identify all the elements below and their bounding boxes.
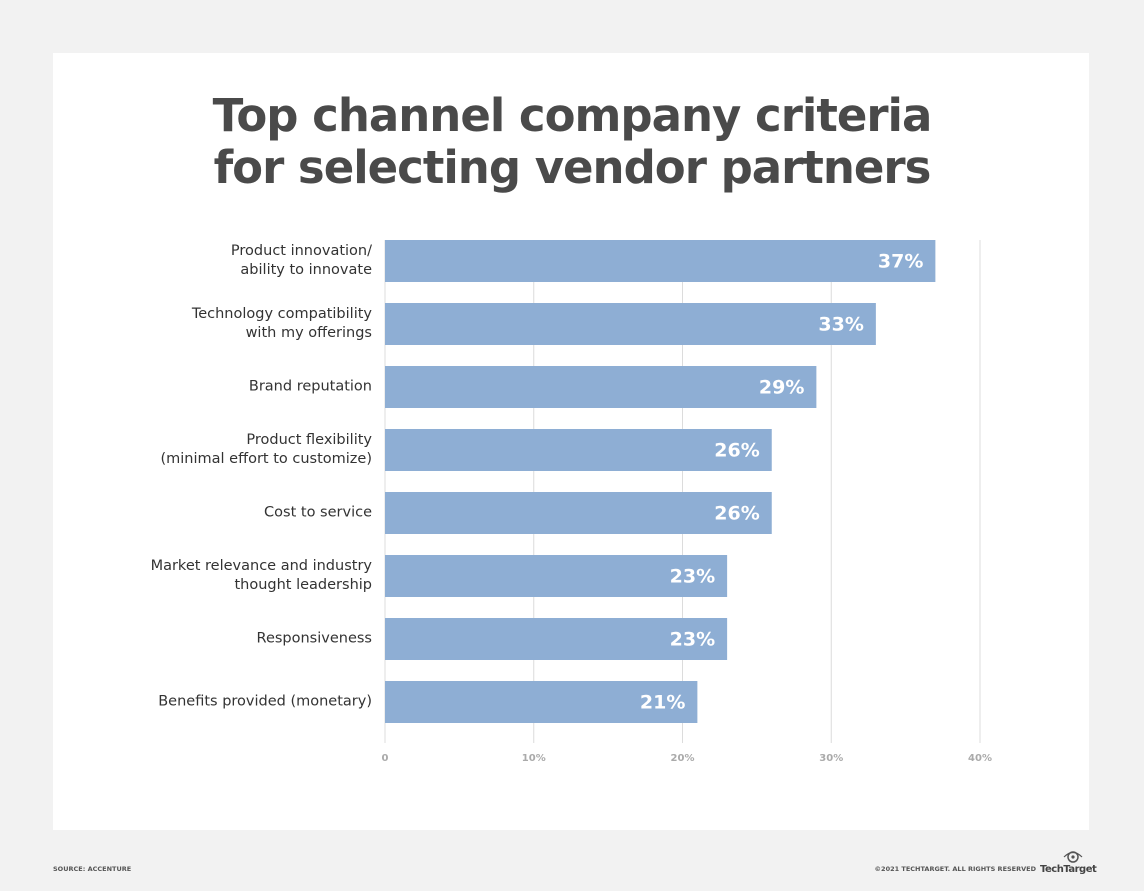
y-tick-label: Product innovation/ ability to innovate bbox=[230, 243, 372, 278]
logo-text: TechTarget bbox=[1040, 864, 1097, 875]
bar bbox=[385, 681, 698, 723]
bar bbox=[385, 429, 772, 471]
value-label: 23% bbox=[670, 629, 715, 651]
value-label: 29% bbox=[759, 377, 804, 399]
x-tick-label: 10% bbox=[522, 753, 546, 764]
logo-icon bbox=[1063, 851, 1083, 863]
y-tick-label: Cost to service bbox=[264, 504, 372, 521]
y-tick-label: Technology compatibility with my offerin… bbox=[191, 306, 372, 341]
x-tick-label: 30% bbox=[819, 753, 843, 764]
bar bbox=[385, 303, 876, 345]
bar bbox=[385, 492, 772, 534]
y-tick-label: Market relevance and industry thought le… bbox=[150, 558, 372, 593]
x-tick-label: 0 bbox=[382, 753, 389, 764]
chart-title: Top channel company criteria for selecti… bbox=[212, 89, 933, 194]
y-tick-label: Responsiveness bbox=[256, 630, 372, 647]
value-label: 21% bbox=[640, 692, 685, 714]
value-label: 33% bbox=[818, 314, 863, 336]
value-label: 26% bbox=[714, 503, 759, 525]
x-tick-label: 40% bbox=[968, 753, 992, 764]
x-tick-label: 20% bbox=[671, 753, 695, 764]
value-label: 26% bbox=[714, 440, 759, 462]
bar bbox=[385, 555, 728, 597]
source: SOURCE: ACCENTURE bbox=[53, 865, 132, 873]
bar bbox=[385, 240, 936, 282]
logo: TechTarget bbox=[1040, 848, 1097, 875]
y-tick-label: Brand reputation bbox=[248, 378, 372, 395]
y-tick-label: Product flexibility (minimal effort to c… bbox=[160, 432, 373, 467]
copyright: ©2021 TECHTARGET. ALL RIGHTS RESERVED bbox=[874, 865, 1036, 873]
y-tick-label: Benefits provided (monetary) bbox=[158, 693, 372, 710]
bar bbox=[385, 618, 728, 660]
bar bbox=[385, 366, 817, 408]
value-label: 23% bbox=[670, 566, 715, 588]
value-label: 37% bbox=[878, 251, 923, 273]
